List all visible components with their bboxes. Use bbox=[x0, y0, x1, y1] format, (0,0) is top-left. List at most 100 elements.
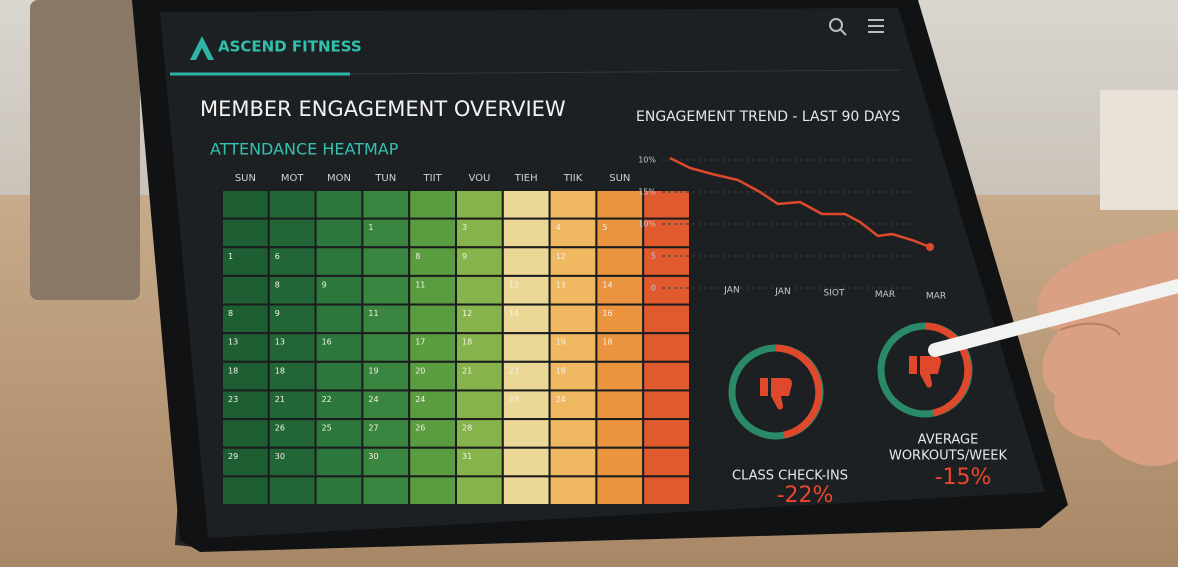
trend-end-point bbox=[926, 243, 934, 251]
heatmap-cell bbox=[314, 360, 364, 392]
heatmap-cell bbox=[501, 446, 551, 478]
cell-label: 18 bbox=[462, 338, 472, 347]
cell-label: 3 bbox=[462, 223, 467, 232]
heatmap-cell bbox=[595, 418, 645, 449]
heatmap-cell bbox=[267, 475, 317, 507]
heatmap-cell bbox=[455, 418, 504, 449]
cell-label: 11 bbox=[415, 280, 425, 289]
cell-label: 5 bbox=[602, 223, 607, 232]
cell-label: 12 bbox=[509, 280, 519, 289]
day-header: TIIT bbox=[423, 173, 443, 184]
heatmap-title: ATTENDANCE HEATMAP bbox=[210, 140, 399, 159]
cell-label: 13 bbox=[556, 280, 566, 289]
cell-label: 8 bbox=[415, 252, 420, 261]
cell-label: 19 bbox=[556, 338, 566, 347]
heatmap-cell bbox=[267, 217, 317, 249]
heatmap-cell bbox=[595, 246, 645, 277]
cell-label: 18 bbox=[275, 366, 285, 375]
heatmap-cell bbox=[548, 446, 598, 478]
day-header: SUN bbox=[609, 173, 630, 184]
heatmap-cell bbox=[642, 389, 692, 421]
cell-label: 1 bbox=[228, 252, 233, 261]
heatmap-cell bbox=[595, 475, 645, 507]
cell-label: 1 bbox=[368, 223, 373, 232]
y-label: 0 bbox=[651, 284, 656, 293]
heatmap-cell bbox=[361, 246, 411, 277]
trend-chart: 10% 15% 10% 5 0 JAN JAN SIOT MAR MAR bbox=[638, 156, 946, 302]
cell-label: 24 bbox=[556, 395, 566, 404]
cell-label: 11 bbox=[368, 309, 378, 318]
cell-label: 4 bbox=[556, 223, 561, 232]
menu-icon[interactable] bbox=[868, 19, 884, 33]
heatmap-cell bbox=[314, 418, 364, 449]
donut-arc bbox=[775, 344, 823, 439]
heatmap-cell bbox=[548, 475, 598, 507]
heatmap-cell bbox=[642, 360, 692, 392]
heatmap-cell bbox=[221, 189, 270, 220]
heatmap-cell bbox=[361, 418, 411, 449]
cell-label: 30 bbox=[275, 452, 285, 461]
heatmap-cell bbox=[221, 418, 270, 449]
cell-label: 12 bbox=[462, 309, 472, 318]
cell-label: 26 bbox=[415, 424, 425, 433]
x-label: MAR bbox=[926, 292, 946, 302]
heatmap-cell bbox=[314, 189, 364, 220]
day-header: TIIK bbox=[563, 173, 583, 184]
heatmap-cell bbox=[361, 332, 411, 363]
y-label: 10% bbox=[638, 156, 656, 165]
heatmap-cell bbox=[455, 332, 504, 363]
cell-label: 29 bbox=[228, 452, 238, 461]
cell-label: 19 bbox=[368, 366, 378, 375]
cell-label: 17 bbox=[415, 338, 425, 347]
heatmap-cell bbox=[595, 189, 645, 220]
kpi-group: CLASS CHECK-INS-22%AVERAGEWORKOUTS/WEEK-… bbox=[728, 322, 1008, 508]
cell-label: 24 bbox=[415, 395, 425, 404]
cell-label: 9 bbox=[275, 309, 280, 318]
heatmap-cell bbox=[361, 475, 411, 507]
heatmap-cell bbox=[548, 418, 598, 449]
heatmap-cell bbox=[221, 475, 270, 507]
dashboard: ASCEND FITNESS MEMBER ENGAGEMENT OVERVIE… bbox=[170, 18, 1008, 508]
heatmap-cell bbox=[642, 446, 692, 478]
cell-label: 21 bbox=[275, 395, 285, 404]
cell-label: 9 bbox=[462, 252, 467, 261]
y-label: 10% bbox=[638, 220, 656, 229]
cell-label: 26 bbox=[275, 424, 285, 433]
kpi-label: AVERAGE bbox=[918, 433, 979, 448]
thumbs-down-icon bbox=[909, 356, 941, 388]
cell-label: 14 bbox=[509, 309, 519, 318]
hand-crease bbox=[1059, 322, 1121, 336]
heatmap-cell bbox=[408, 475, 458, 507]
heatmap-cell bbox=[501, 332, 551, 363]
day-header: MOT bbox=[281, 173, 304, 184]
heatmap-cell bbox=[314, 475, 364, 507]
heatmap-cell bbox=[361, 274, 411, 306]
heatmap-cell bbox=[361, 189, 411, 220]
kpi-value: -22% bbox=[777, 483, 834, 508]
search-icon[interactable] bbox=[829, 18, 847, 36]
x-label: JAN bbox=[774, 287, 790, 297]
cell-label: 13 bbox=[275, 338, 285, 347]
cell-label: 18 bbox=[556, 366, 566, 375]
page-title: MEMBER ENGAGEMENT OVERVIEW bbox=[200, 97, 566, 121]
cell-label: 18 bbox=[602, 338, 612, 347]
cell-label: 16 bbox=[602, 309, 612, 318]
heatmap-cell bbox=[595, 303, 645, 335]
heatmap-cell bbox=[267, 189, 317, 220]
cell-label: 28 bbox=[462, 424, 472, 433]
heatmap-cell bbox=[408, 217, 458, 249]
heatmap-cell bbox=[455, 274, 504, 306]
heatmap-cell bbox=[642, 246, 692, 277]
heatmap-cell bbox=[501, 246, 551, 277]
heatmap-cell bbox=[408, 189, 458, 220]
day-header: TUN bbox=[374, 173, 396, 184]
x-label: JAN bbox=[723, 286, 739, 296]
heatmap-cell bbox=[642, 274, 692, 306]
heatmap-cell bbox=[455, 389, 504, 421]
heatmap-cell bbox=[501, 303, 551, 335]
heatmap-cell bbox=[221, 274, 270, 306]
cell-label: 24 bbox=[368, 395, 378, 404]
cell-label: 25 bbox=[322, 424, 332, 433]
